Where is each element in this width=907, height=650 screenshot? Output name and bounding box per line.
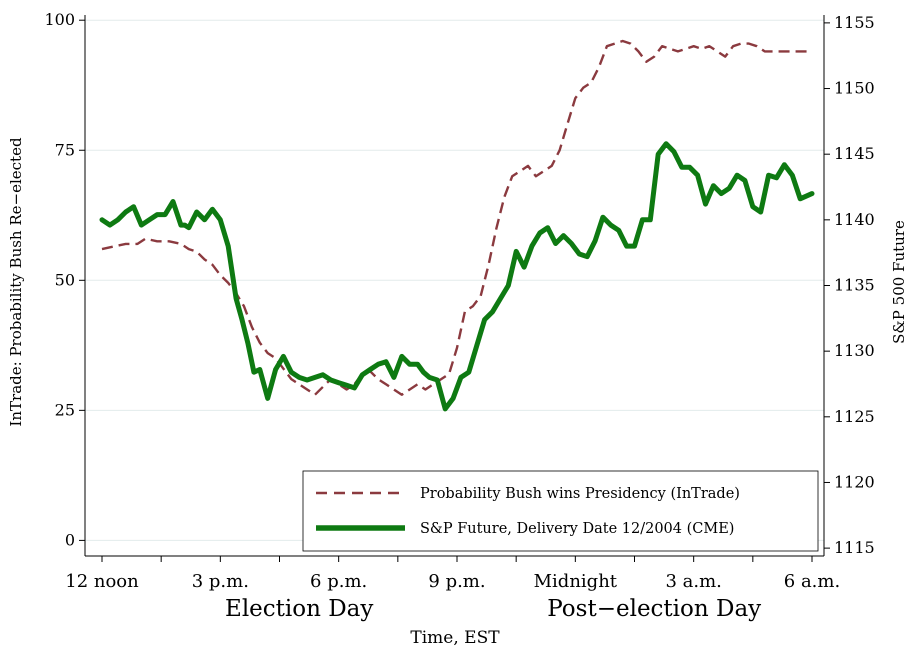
series-line-sp-future xyxy=(99,141,815,412)
legend-label-sp-future: S&P Future, Delivery Date 12/2004 (CME) xyxy=(420,521,734,537)
x-tick-label: Midnight xyxy=(534,571,618,592)
y-right-tick-label: 1120 xyxy=(834,472,875,491)
y-left-tick-label: 0 xyxy=(65,530,75,549)
x-tick-label: 3 a.m. xyxy=(665,571,721,592)
day-label: Election Day xyxy=(225,596,373,622)
y-left-tick-label: 50 xyxy=(55,270,75,289)
y-right-tick-label: 1145 xyxy=(834,144,875,163)
y-right-tick-label: 1150 xyxy=(834,79,875,98)
y-right-tick-label: 1135 xyxy=(834,276,875,295)
x-tick-label: 3 p.m. xyxy=(192,571,249,592)
y-right-tick-label: 1115 xyxy=(834,538,875,557)
y-left-tick-label: 75 xyxy=(55,140,75,159)
y-right-tick-label: 1125 xyxy=(834,407,875,426)
day-label: Post−election Day xyxy=(547,596,761,622)
legend-box xyxy=(302,470,819,552)
y-axis-right-title: S&P 500 Future xyxy=(890,220,907,344)
y-left-tick-label: 25 xyxy=(55,400,75,419)
x-tick-label: 6 p.m. xyxy=(310,571,367,592)
legend: Probability Bush wins Presidency (InTrad… xyxy=(302,470,819,552)
y-right-tick-label: 1155 xyxy=(834,13,875,32)
series-lines xyxy=(99,39,815,412)
x-tick-label: 9 p.m. xyxy=(428,571,485,592)
x-tick-label: 12 noon xyxy=(65,571,139,592)
y-right-tick-label: 1130 xyxy=(834,341,875,360)
x-axis-title: Time, EST xyxy=(410,628,500,648)
gridlines xyxy=(85,19,824,541)
y-axis-left-title: InTrade: Probability Bush Re−elected xyxy=(7,137,25,427)
x-tick-label: 6 a.m. xyxy=(784,571,840,592)
axis-ticks: 0 25 50 75 100 1115 1120 1125 1130 1135 1140 1145 11… xyxy=(44,10,874,622)
legend-label-intrade: Probability Bush wins Presidency (InTrad… xyxy=(420,486,740,502)
y-right-tick-label: 1140 xyxy=(834,210,875,229)
y-left-tick-label: 100 xyxy=(44,10,75,29)
